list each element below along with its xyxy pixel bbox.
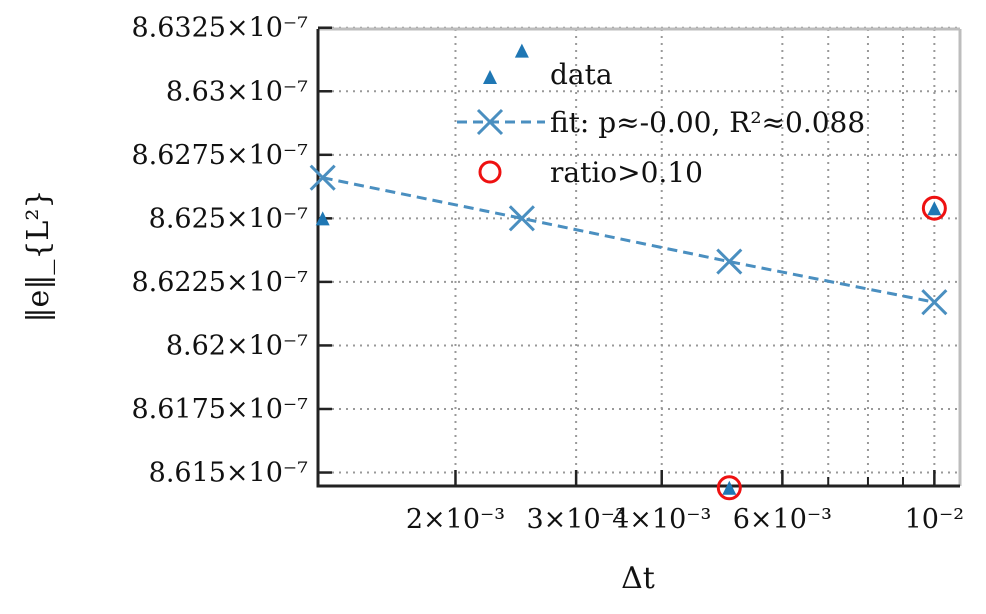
x-tick-label: 10⁻² xyxy=(905,504,964,535)
legend: data fit: p≈-0.00, R²≈0.088 ratio>0.10 xyxy=(457,58,865,189)
ratio-point xyxy=(921,195,947,221)
legend-label-fit: fit: p≈-0.00, R²≈0.088 xyxy=(550,106,865,139)
x-axis-label: Δt xyxy=(621,561,655,596)
data-point xyxy=(315,211,330,226)
x-tick-label: 3×10⁻³ xyxy=(527,504,626,535)
y-tick-label: 8.6325×10⁻⁷ xyxy=(131,13,308,44)
data-point xyxy=(927,201,942,216)
legend-marker-data xyxy=(483,70,497,84)
y-tick-label: 8.62×10⁻⁷ xyxy=(166,330,308,361)
data-point xyxy=(514,43,529,58)
tick-layer: 2×10⁻³ 3×10⁻³4×10⁻³ 6×10⁻³ 10⁻² 8.615×10⁻⁷ 8.… xyxy=(131,13,964,535)
x-tick-label: 6×10⁻³ xyxy=(733,504,832,535)
y-axis-label: ‖e‖_{L²} xyxy=(21,190,56,323)
fit-line xyxy=(322,176,935,304)
y-tick-label: 8.625×10⁻⁷ xyxy=(149,203,309,234)
legend-marker-fit xyxy=(457,108,545,136)
y-tick-label: 8.6275×10⁻⁷ xyxy=(131,140,308,171)
x-tick-label: 2×10⁻³ xyxy=(406,504,505,535)
plot-frame xyxy=(316,27,962,488)
fit-point xyxy=(921,289,948,316)
ratio-point xyxy=(716,475,742,501)
x-tick-label: 4×10⁻³ xyxy=(612,504,711,535)
y-tick-label: 8.615×10⁻⁷ xyxy=(149,458,309,489)
y-tick-label: 8.6175×10⁻⁷ xyxy=(131,394,308,425)
legend-label-data: data xyxy=(550,58,613,91)
fit-point xyxy=(508,205,535,232)
fit-point xyxy=(309,164,336,191)
y-tick-label: 8.6225×10⁻⁷ xyxy=(131,267,308,298)
data-point xyxy=(722,480,737,495)
legend-label-ratio: ratio>0.10 xyxy=(550,156,703,189)
fit-point xyxy=(716,248,743,275)
y-tick-label: 8.63×10⁻⁷ xyxy=(166,76,308,107)
grid-layer xyxy=(318,26,960,486)
mark-layer xyxy=(309,43,948,501)
legend-marker-ratio xyxy=(478,160,502,184)
